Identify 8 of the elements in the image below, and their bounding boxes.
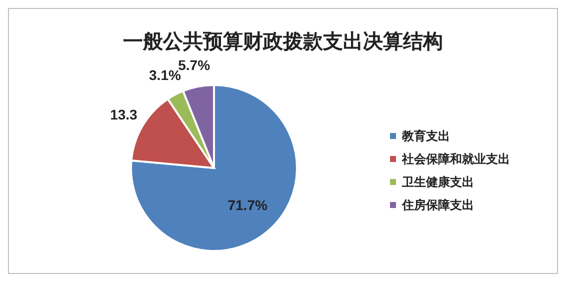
data-label: 71.7% [228,196,268,213]
data-label: 13.3 [110,106,138,122]
legend-label: 卫生健康支出 [401,175,474,189]
legend-label: 住房保障支出 [401,198,474,212]
data-label: 5.7% [178,56,211,73]
chart-title: 一般公共预算财政拨款支出决算结构 [123,29,443,53]
legend-label: 教育支出 [401,129,450,143]
legend-label: 社会保障和就业支出 [401,152,510,166]
